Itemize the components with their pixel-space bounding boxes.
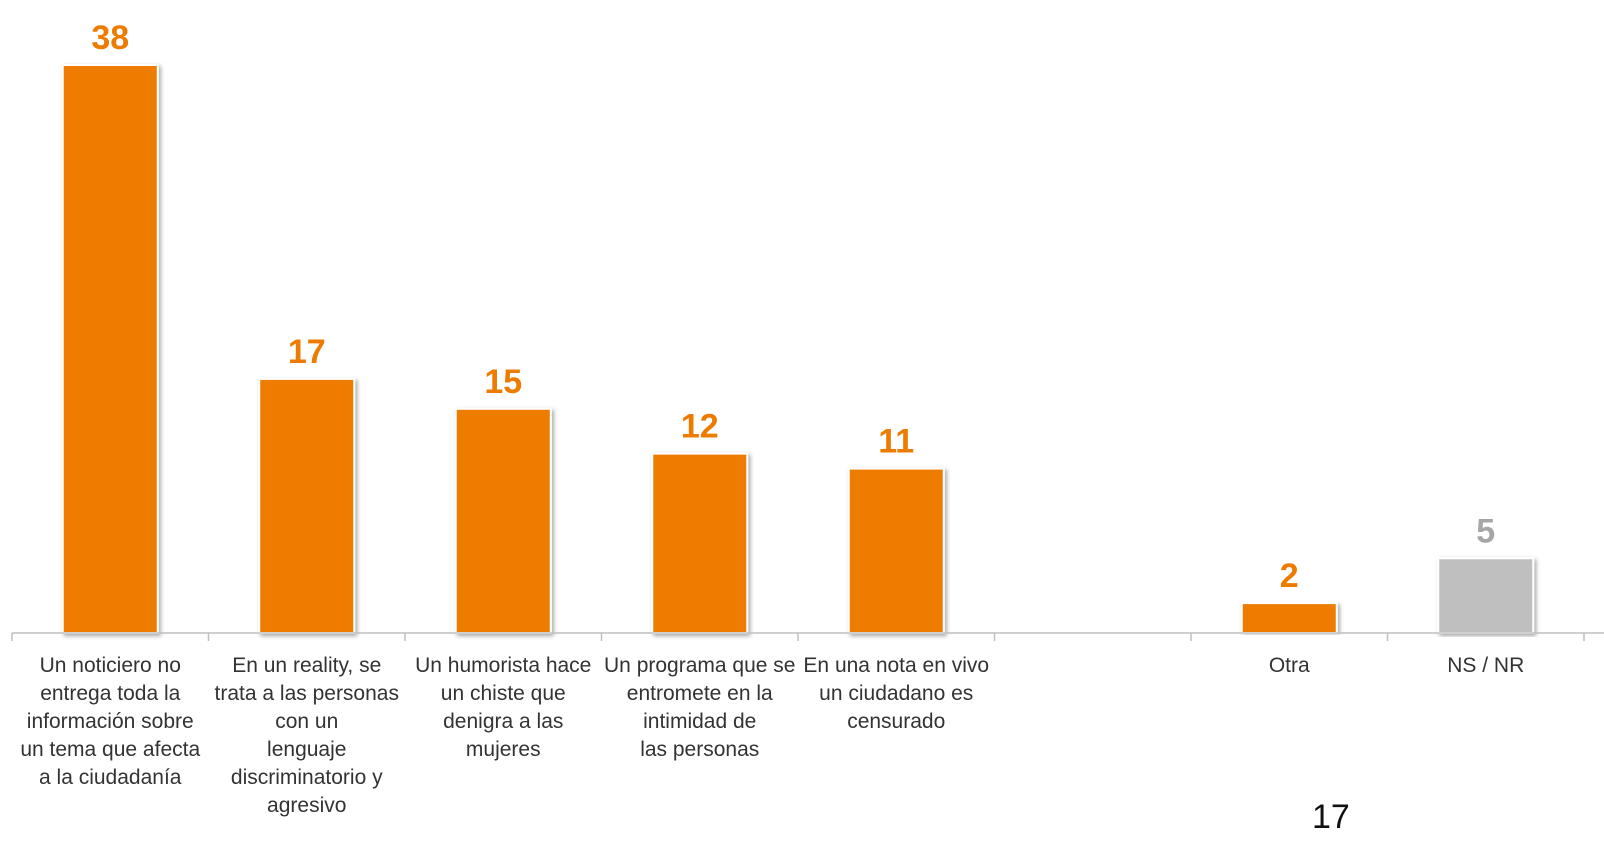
data-label: 2 bbox=[1280, 557, 1299, 595]
x-tick-label: NS / NR bbox=[1447, 654, 1525, 677]
value-labels: 38 17 15 12 11 2 5 bbox=[91, 19, 1495, 595]
bar bbox=[1240, 602, 1338, 635]
x-tick-label: Otra bbox=[1268, 654, 1310, 677]
x-tick-label: Un noticiero no entrega toda la informac… bbox=[20, 654, 201, 789]
data-label: 17 bbox=[288, 333, 326, 371]
data-label: 12 bbox=[681, 408, 719, 446]
x-tick-label: Un humorista hace un chiste que denigra … bbox=[415, 654, 592, 761]
x-tick-label: En un reality, se trata a las personas c… bbox=[214, 654, 399, 817]
data-label: 15 bbox=[484, 363, 522, 401]
data-label: 38 bbox=[91, 19, 129, 57]
x-axis-ticks bbox=[11, 633, 1585, 641]
bars-layer bbox=[61, 64, 1535, 635]
data-label: 5 bbox=[1476, 512, 1495, 550]
bar bbox=[454, 407, 552, 634]
bar bbox=[847, 467, 945, 634]
page-number: 17 bbox=[1312, 798, 1350, 836]
x-tick-label: En una nota en vivo un ciudadano es cens… bbox=[803, 654, 990, 733]
data-label: 11 bbox=[878, 423, 914, 461]
bar bbox=[1437, 557, 1535, 635]
bar bbox=[651, 452, 749, 635]
x-tick-label: Un programa que se entromete en la intim… bbox=[604, 654, 796, 761]
bar bbox=[258, 377, 356, 635]
bar bbox=[61, 64, 159, 634]
